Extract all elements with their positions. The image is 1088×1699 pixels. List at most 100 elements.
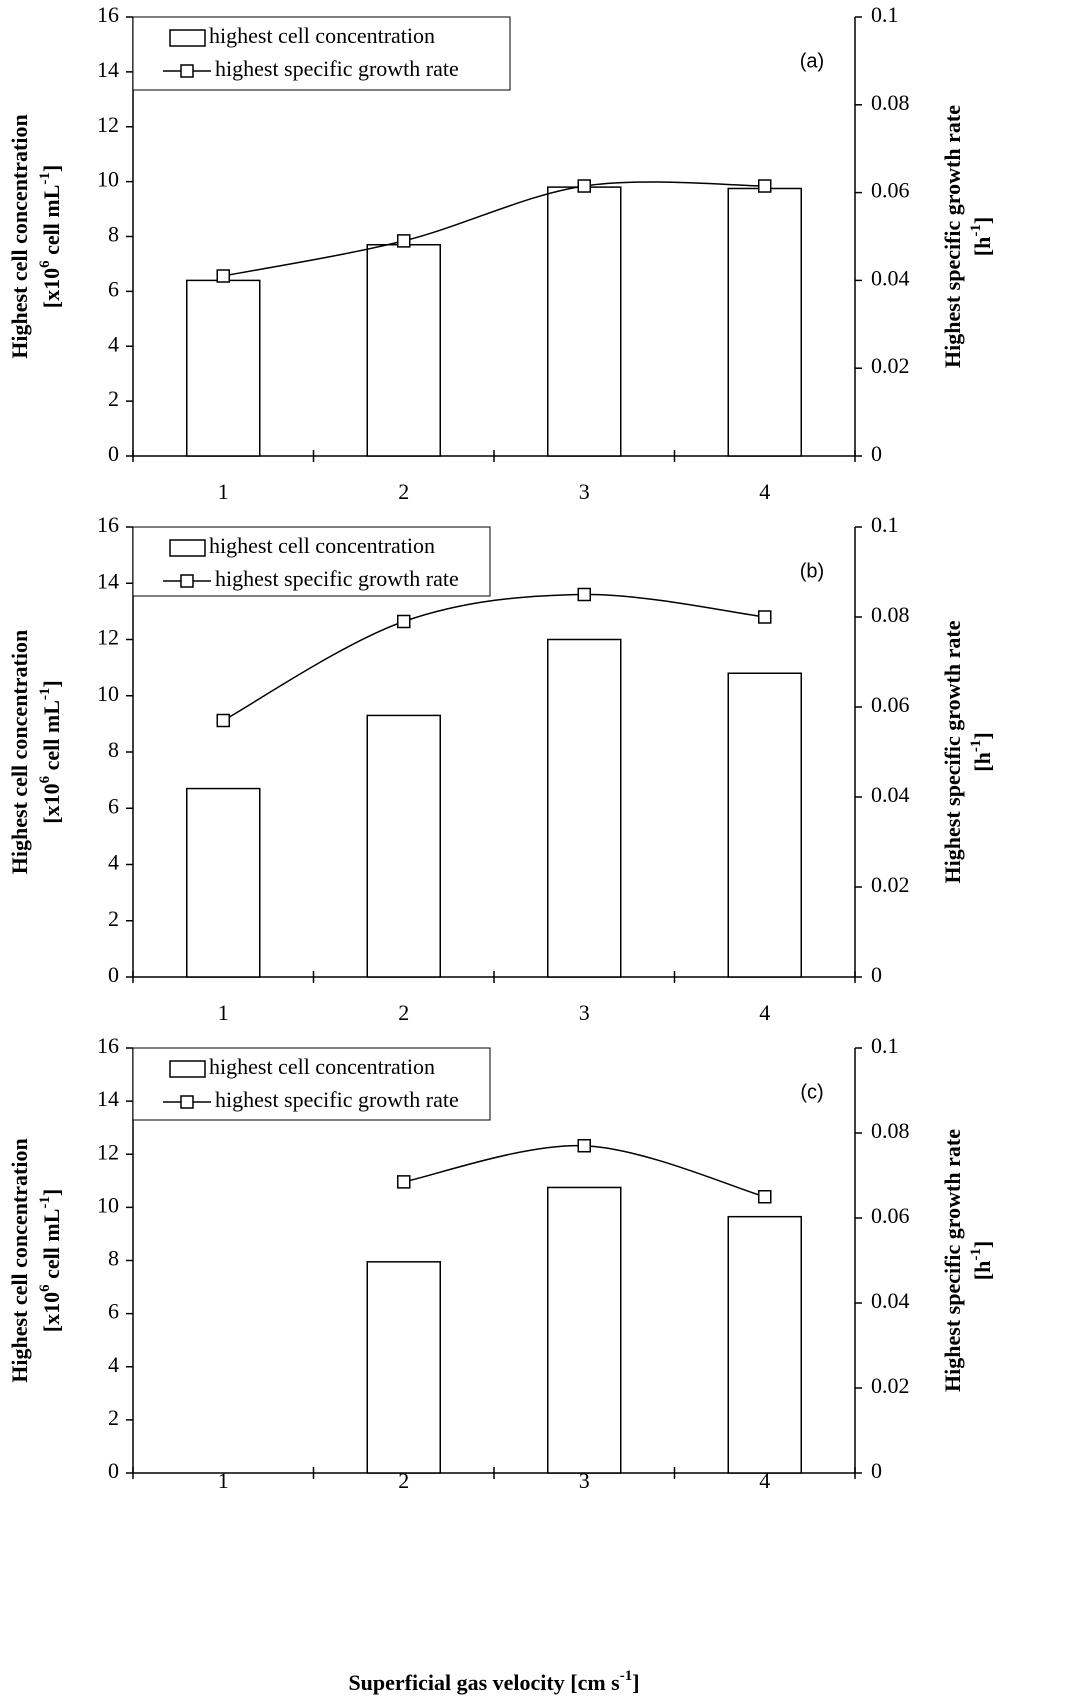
y-tick-label: 2 — [108, 906, 119, 931]
y2-axis-label-part: [h — [970, 752, 995, 772]
y-tick-label: 12 — [97, 1139, 119, 1164]
bar — [367, 715, 440, 977]
y2-tick-label: 0.02 — [871, 353, 910, 378]
marker — [398, 616, 410, 628]
legend-marker — [181, 65, 193, 77]
y-axis-label-sup: -1 — [37, 172, 53, 185]
y2-axis-label: [h-1​] — [968, 217, 995, 256]
legend-swatch — [170, 1061, 205, 1077]
legend-label: highest cell concentration — [209, 1054, 435, 1079]
y2-tick-label: 0.06 — [871, 1203, 910, 1228]
y-tick-label: 2 — [108, 1405, 119, 1430]
y2-tick-label: 0.06 — [871, 178, 910, 203]
line — [223, 182, 765, 276]
legend-label: highest specific growth rate — [215, 566, 459, 591]
y2-axis-label-part: Highest specific growth rate — [940, 620, 965, 883]
y2-tick-label: 0 — [871, 962, 882, 987]
legend-swatch — [170, 30, 205, 46]
y-tick-label: 6 — [108, 1299, 119, 1324]
panel-label: (b) — [800, 560, 824, 582]
y-axis-label-part: ] — [39, 165, 64, 172]
y2-tick-label: 0 — [871, 1458, 882, 1483]
marker — [578, 1140, 590, 1152]
y2-tick-label: 0.06 — [871, 692, 910, 717]
y-tick-label: 10 — [97, 681, 119, 706]
marker — [398, 235, 410, 247]
y-tick-label: 10 — [97, 167, 119, 192]
y2-axis-label-sup: -1 — [968, 1248, 984, 1261]
x-tick-label: 3 — [579, 479, 590, 504]
y-axis-label-part: ] — [39, 680, 64, 687]
y-axis-label: Highest cell concentration — [7, 630, 32, 874]
y2-axis-label-part: [h — [970, 237, 995, 257]
x-tick-label: 1 — [218, 1000, 229, 1025]
y2-axis-label: Highest specific growth rate — [940, 1129, 965, 1392]
marker — [217, 270, 229, 282]
y-axis-label-part: [x10 — [39, 783, 64, 823]
x-tick-label: 1 — [218, 1468, 229, 1493]
y-tick-label: 8 — [108, 1246, 119, 1271]
marker — [398, 1176, 410, 1188]
figure: 024681012141600.020.040.060.080.11234Hig… — [0, 0, 1088, 1699]
y-tick-label: 12 — [97, 625, 119, 650]
y-tick-label: 16 — [97, 1033, 119, 1058]
y2-tick-label: 0.02 — [871, 1373, 910, 1398]
bar — [367, 245, 440, 456]
legend-label: highest cell concentration — [209, 23, 435, 48]
y-tick-label: 6 — [108, 793, 119, 818]
line — [223, 594, 765, 720]
x-tick-label: 4 — [759, 479, 770, 504]
bar — [187, 280, 260, 456]
x-tick-label: 2 — [398, 1000, 409, 1025]
y2-tick-label: 0.1 — [871, 2, 899, 27]
y-tick-label: 14 — [97, 568, 119, 593]
y2-tick-label: 0.04 — [871, 1288, 910, 1313]
y-tick-label: 0 — [108, 1458, 119, 1483]
y-axis-label-sup: -1 — [37, 1196, 53, 1209]
y2-tick-label: 0.08 — [871, 90, 910, 115]
y-tick-label: 4 — [108, 331, 119, 356]
y-axis-label-part: Highest cell concentration — [7, 1138, 32, 1382]
y-axis-label: Highest cell concentration — [7, 114, 32, 358]
bar — [367, 1262, 440, 1473]
y-tick-label: 10 — [97, 1192, 119, 1217]
y-tick-label: 0 — [108, 441, 119, 466]
marker — [759, 180, 771, 192]
y-tick-label: 4 — [108, 850, 119, 875]
x-axis-label-part: ] — [632, 1670, 639, 1695]
y-axis-label-sup: -1 — [37, 688, 53, 701]
y2-axis-label: [h-1​] — [968, 732, 995, 771]
y-axis-label-part: cell mL — [39, 185, 64, 261]
y2-axis-label-part: [h — [970, 1261, 995, 1281]
y-tick-label: 4 — [108, 1352, 119, 1377]
y2-axis-label-part: ] — [970, 217, 995, 224]
y2-axis-label-part: Highest specific growth rate — [940, 1129, 965, 1392]
x-tick-label: 2 — [398, 479, 409, 504]
bar — [548, 640, 621, 978]
x-axis-label-sup: -1 — [620, 1668, 633, 1684]
y2-tick-label: 0.04 — [871, 265, 910, 290]
y2-tick-label: 0.1 — [871, 512, 899, 537]
legend-label: highest cell concentration — [209, 533, 435, 558]
bar — [728, 1217, 801, 1473]
panel-label: (c) — [800, 1081, 823, 1103]
y-axis-label: [x106​ cell mL-1​] — [37, 1189, 64, 1332]
y-axis-label-part: [x10 — [39, 1292, 64, 1332]
bar — [187, 789, 260, 977]
bar — [728, 188, 801, 456]
y-axis-label-part: Highest cell concentration — [7, 114, 32, 358]
y-axis-label-part: Highest cell concentration — [7, 630, 32, 874]
y-tick-label: 16 — [97, 512, 119, 537]
y2-tick-label: 0.08 — [871, 602, 910, 627]
y-tick-label: 0 — [108, 962, 119, 987]
y-axis-label-part: [x10 — [39, 268, 64, 308]
y-axis-label: [x106​ cell mL-1​] — [37, 680, 64, 823]
bar — [548, 1187, 621, 1473]
x-axis-label: Superficial gas velocity [cm s-1​] — [348, 1668, 639, 1695]
y2-axis-label-sup: -1 — [968, 224, 984, 237]
x-tick-label: 1 — [218, 479, 229, 504]
y-axis-label-part: cell mL — [39, 1209, 64, 1285]
legend-marker — [181, 575, 193, 587]
y2-axis-label-part: ] — [970, 732, 995, 739]
panel-label: (a) — [800, 50, 824, 72]
